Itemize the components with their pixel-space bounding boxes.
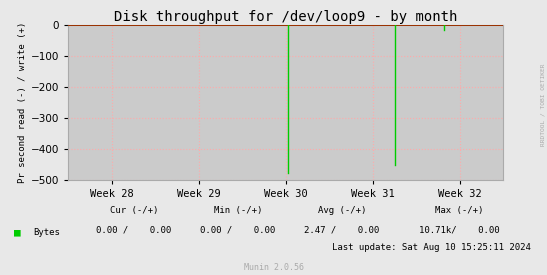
Text: Bytes: Bytes: [33, 228, 60, 237]
Text: 0.00 /    0.00: 0.00 / 0.00: [200, 226, 276, 234]
Y-axis label: Pr second read (-) / write (+): Pr second read (-) / write (+): [18, 22, 27, 183]
Text: 2.47 /    0.00: 2.47 / 0.00: [304, 226, 380, 234]
Text: ■: ■: [14, 227, 20, 237]
Title: Disk throughput for /dev/loop9 - by month: Disk throughput for /dev/loop9 - by mont…: [114, 10, 457, 24]
Text: Cur (-/+): Cur (-/+): [110, 206, 158, 215]
Text: Avg (-/+): Avg (-/+): [318, 206, 366, 215]
Text: RRDTOOL / TOBI OETIKER: RRDTOOL / TOBI OETIKER: [541, 63, 546, 146]
Text: Min (-/+): Min (-/+): [214, 206, 262, 215]
Text: 0.00 /    0.00: 0.00 / 0.00: [96, 226, 172, 234]
Text: Munin 2.0.56: Munin 2.0.56: [243, 263, 304, 271]
Text: Max (-/+): Max (-/+): [435, 206, 484, 215]
Text: 10.71k/    0.00: 10.71k/ 0.00: [419, 226, 500, 234]
Text: Last update: Sat Aug 10 15:25:11 2024: Last update: Sat Aug 10 15:25:11 2024: [331, 243, 531, 252]
